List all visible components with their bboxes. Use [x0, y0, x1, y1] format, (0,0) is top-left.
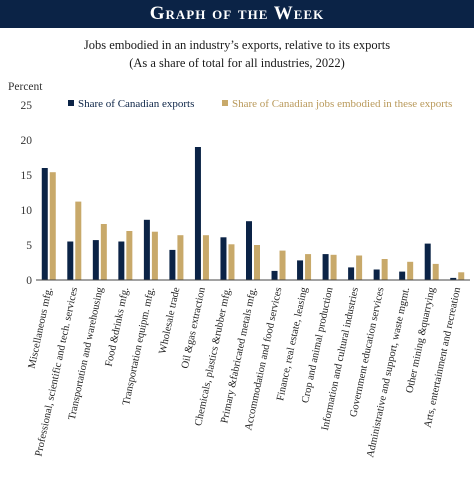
legend-swatch-jobs	[222, 100, 228, 106]
y-ticks: 0 5 10 15 20 25	[21, 100, 33, 287]
bar-exports	[143, 219, 150, 280]
chart-subtitle: (As a share of total for all industries,…	[129, 56, 345, 70]
bar-jobs	[254, 245, 260, 280]
legend-label-jobs: Share of Canadian jobs embodied in these…	[232, 98, 452, 110]
x-tick-label: Miscellaneous mfg.	[27, 286, 55, 369]
graph-of-the-week-banner: Graph of the Week	[0, 0, 474, 28]
legend-swatch-exports	[68, 100, 74, 106]
bar-jobs	[177, 235, 184, 280]
bar-jobs	[305, 254, 312, 280]
bar-exports	[169, 249, 176, 280]
bar-jobs	[330, 254, 337, 280]
bar-exports	[424, 243, 431, 280]
bar-exports	[373, 269, 380, 280]
bar-exports	[450, 277, 457, 280]
bar-jobs	[356, 255, 363, 280]
y-axis-label: Percent	[8, 81, 43, 93]
bar-exports	[348, 267, 355, 280]
x-tick-label: Oil &gas extraction	[180, 286, 208, 370]
chart-title: Jobs embodied in an industry’s exports, …	[83, 38, 391, 52]
bar-exports	[246, 221, 252, 280]
legend-label-exports: Share of Canadian exports	[78, 98, 194, 110]
bar-jobs	[151, 231, 158, 280]
y-tick-label: 10	[21, 205, 33, 217]
bar-exports	[297, 260, 304, 280]
bar-exports	[220, 237, 227, 280]
bar-jobs	[126, 231, 133, 280]
y-tick-label: 25	[21, 100, 33, 112]
bar-exports	[41, 168, 48, 280]
y-tick-label: 5	[26, 240, 32, 252]
x-tick-labels: Miscellaneous mfg.Professional, scientif…	[27, 286, 464, 459]
bar-exports	[92, 240, 99, 280]
y-tick-label: 20	[21, 135, 33, 147]
bar-exports	[67, 241, 74, 280]
bar-jobs	[75, 201, 82, 280]
bar-exports	[118, 241, 125, 280]
bar-jobs	[202, 235, 209, 280]
legend: Share of Canadian exports Share of Canadi…	[68, 98, 452, 110]
bar-jobs	[407, 261, 414, 280]
x-tick-label: Wholesale trade	[157, 286, 182, 355]
bar-jobs	[381, 259, 388, 280]
bar-jobs	[432, 263, 439, 280]
bar-jobs	[49, 172, 56, 280]
x-tick-label: Food &drinks mfg.	[104, 286, 132, 367]
y-tick-label: 0	[26, 275, 32, 287]
bar-exports	[194, 147, 201, 280]
bar-exports	[322, 254, 329, 280]
bar-jobs	[228, 244, 235, 280]
bar-exports	[399, 271, 406, 280]
bars	[41, 147, 465, 280]
bar-jobs	[279, 250, 286, 280]
bar-jobs	[100, 224, 107, 280]
bar-exports	[271, 270, 278, 280]
y-tick-label: 15	[21, 170, 33, 182]
bar-jobs	[458, 272, 465, 280]
